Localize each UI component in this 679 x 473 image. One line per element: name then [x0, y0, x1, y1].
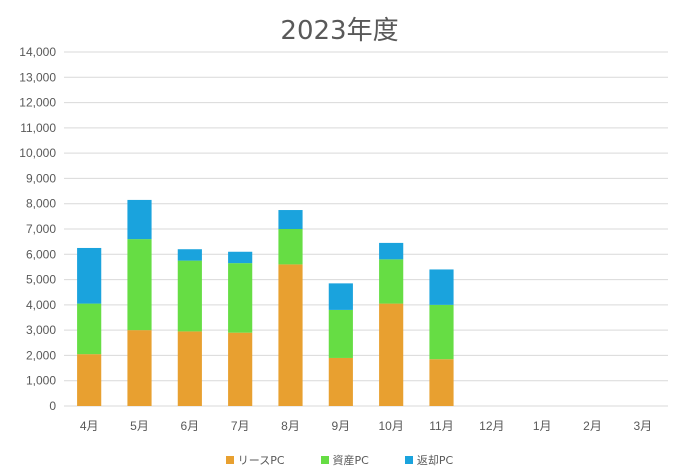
- y-tick-label: 5,000: [26, 273, 56, 287]
- legend-item: 資産PC: [320, 452, 369, 468]
- x-tick-label: 12月: [479, 419, 504, 433]
- legend: リースPC 資産PC 返却PC: [0, 452, 679, 468]
- y-tick-label: 2,000: [26, 348, 56, 362]
- y-tick-label: 1,000: [26, 374, 56, 388]
- bar-segment: [228, 332, 253, 406]
- x-tick-label: 4月: [80, 419, 99, 433]
- x-tick-label: 1月: [533, 419, 552, 433]
- x-tick-label: 8月: [281, 419, 300, 433]
- bar-segment: [228, 263, 253, 333]
- y-tick-label: 7,000: [26, 222, 56, 236]
- bar-segment: [77, 247, 102, 304]
- legend-swatch: [320, 456, 329, 464]
- bar-segment: [429, 304, 454, 360]
- bar-segment: [127, 199, 152, 240]
- bar-segment: [328, 309, 353, 358]
- x-tick-label: 9月: [331, 419, 350, 433]
- chart-title: 2023年度: [280, 16, 399, 46]
- bar-segment: [77, 303, 102, 355]
- bar-segment: [127, 239, 152, 331]
- bar-segment: [177, 249, 202, 261]
- bar-segment: [228, 251, 253, 264]
- bar-segment: [77, 354, 102, 406]
- x-tick-label: 3月: [633, 419, 652, 433]
- legend-swatch: [225, 456, 234, 464]
- bar-segment: [177, 260, 202, 332]
- bar-segment: [379, 303, 404, 406]
- y-tick-label: 10,000: [19, 146, 56, 160]
- y-tick-label: 0: [49, 399, 56, 413]
- y-tick-label: 8,000: [26, 197, 56, 211]
- legend-item: 返却PC: [404, 452, 454, 468]
- bar-segment: [429, 359, 454, 406]
- y-tick-label: 3,000: [26, 323, 56, 337]
- y-tick-label: 14,000: [19, 45, 56, 59]
- legend-swatch: [404, 456, 413, 464]
- x-tick-label: 7月: [231, 419, 250, 433]
- legend-label: 資産PC: [332, 454, 369, 467]
- x-tick-label: 10月: [378, 419, 403, 433]
- x-tick-label: 6月: [180, 419, 199, 433]
- x-tick-label: 5月: [130, 419, 149, 433]
- bar-segment: [379, 242, 404, 260]
- x-tick-label: 2月: [583, 419, 602, 433]
- legend-label: リースPC: [237, 454, 285, 467]
- bar-segment: [127, 330, 152, 406]
- bar-segment: [328, 357, 353, 406]
- bar-segment: [429, 269, 454, 305]
- y-tick-label: 12,000: [19, 96, 56, 110]
- y-tick-label: 11,000: [20, 121, 56, 135]
- bar-segment: [177, 331, 202, 406]
- y-tick-label: 4,000: [26, 298, 56, 312]
- legend-item: リースPC: [225, 452, 285, 468]
- legend-label: 返却PC: [416, 454, 454, 467]
- bar-segment: [379, 259, 404, 304]
- x-tick-label: 11月: [429, 419, 453, 433]
- y-tick-label: 13,000: [19, 70, 56, 84]
- bar-segment: [278, 264, 303, 406]
- y-tick-label: 6,000: [26, 247, 56, 261]
- bar-segment: [278, 229, 303, 265]
- bar-segment: [278, 210, 303, 229]
- bar-segment: [328, 283, 353, 310]
- y-tick-label: 9,000: [26, 171, 56, 185]
